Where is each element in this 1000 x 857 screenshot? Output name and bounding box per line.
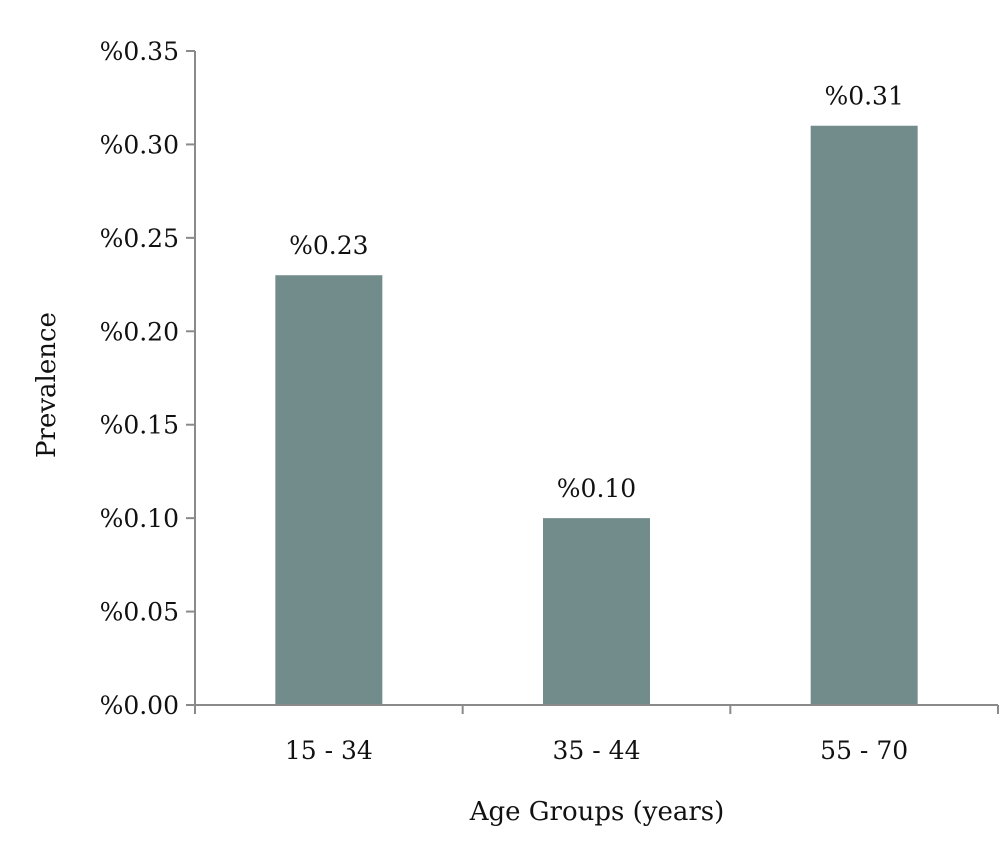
bar-data-label: %0.10 [557,474,636,503]
y-tick-label: %0.10 [100,504,179,533]
x-axis: 15 - 34 35 - 44 55 - 70 [194,704,999,765]
data-labels-group: %0.23 %0.10 %0.31 [289,82,904,503]
y-tick-label: %0.00 [100,691,179,720]
bar [543,518,650,705]
x-category-label: 55 - 70 [820,736,908,765]
y-axis: %0.00 %0.05 %0.10 %0.15 %0.20 %0.25 %0.30 %0.35 [100,37,196,720]
y-axis-title: Prevalence [32,312,62,458]
y-tick-label: %0.15 [100,411,179,440]
bar [810,125,918,705]
x-category-label: 35 - 44 [553,736,641,765]
bar [275,275,383,705]
y-tick-label: %0.35 [100,37,179,66]
y-tick-label: %0.25 [100,224,179,253]
x-category-label: 15 - 34 [285,736,373,765]
bars-group [275,125,918,705]
x-axis-title: Age Groups (years) [469,797,725,827]
y-tick-label: %0.30 [100,130,179,159]
bar-data-label: %0.31 [824,82,903,111]
bar-data-label: %0.23 [289,231,368,260]
y-tick-label: %0.20 [100,317,179,346]
y-tick-label: %0.05 [100,598,179,627]
